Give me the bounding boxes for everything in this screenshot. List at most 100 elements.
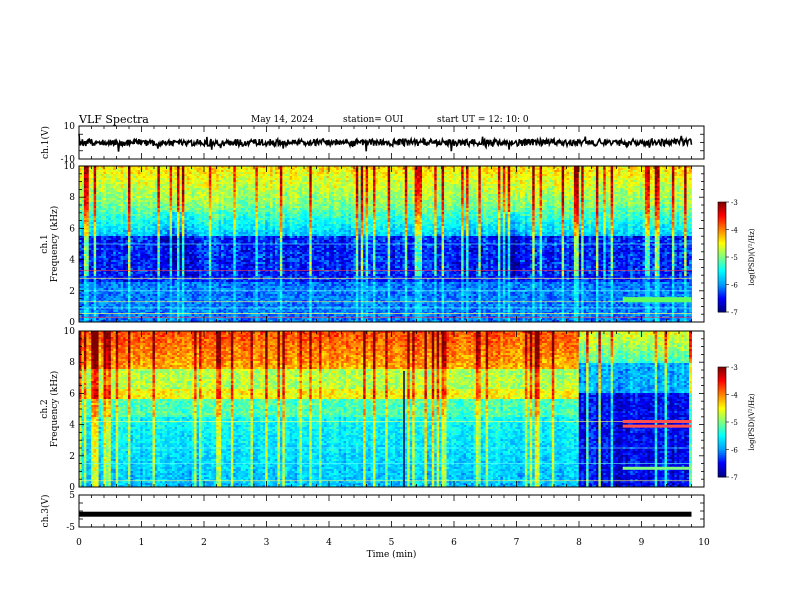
spectrogram-cell bbox=[137, 240, 141, 243]
spectrogram-cell bbox=[101, 226, 104, 229]
spectrogram-cell bbox=[123, 184, 126, 187]
spectrogram-cell bbox=[120, 176, 124, 179]
spectrogram-cell bbox=[105, 272, 109, 275]
spectrogram-cell bbox=[86, 276, 90, 279]
spectrogram-cell bbox=[118, 172, 122, 175]
spectrogram-cell bbox=[110, 200, 114, 203]
spectrogram-cell bbox=[79, 214, 82, 217]
spectrogram-cell bbox=[91, 320, 95, 323]
spectrogram-cell bbox=[125, 310, 129, 313]
spectrogram-cell bbox=[128, 282, 131, 285]
spectrogram-cell bbox=[93, 166, 97, 169]
spectrogram-cell bbox=[132, 290, 136, 293]
spectrogram-cell bbox=[83, 178, 87, 181]
spectrogram-cell bbox=[105, 302, 109, 305]
spectrogram-cell bbox=[115, 174, 119, 177]
spectrogram-cell bbox=[135, 308, 139, 311]
spectrogram-cell bbox=[105, 282, 109, 285]
spectrogram-cell bbox=[81, 250, 85, 253]
spectrogram-cell bbox=[79, 304, 82, 307]
spectrogram-cell bbox=[130, 278, 134, 281]
spectrogram-cell bbox=[86, 248, 90, 251]
spectrogram-cell bbox=[101, 168, 104, 171]
spectrogram-cell bbox=[135, 204, 139, 207]
spectrogram-cell bbox=[86, 300, 90, 303]
spectrogram-cell bbox=[101, 176, 104, 179]
spectrogram-cell bbox=[130, 214, 134, 217]
spectrogram-cell bbox=[88, 290, 92, 293]
spectrogram-cell bbox=[113, 308, 117, 311]
spectrogram-cell bbox=[118, 266, 122, 269]
spectrogram-cell bbox=[105, 188, 109, 191]
spectrogram-cell bbox=[96, 168, 99, 171]
spectrogram-cell bbox=[132, 196, 136, 199]
spectrogram-cell bbox=[130, 206, 134, 209]
spectrogram-cell bbox=[135, 234, 139, 237]
spectrogram-cell bbox=[98, 254, 102, 257]
spectrogram-cell bbox=[98, 194, 102, 197]
spectrogram-cell bbox=[123, 226, 126, 229]
spectrogram-cell bbox=[137, 258, 141, 261]
spectrogram-cell bbox=[96, 204, 99, 207]
spectrogram-cell bbox=[93, 298, 97, 301]
spectrogram-cell bbox=[137, 208, 141, 211]
spectrogram-cell bbox=[125, 238, 129, 241]
spectrogram-cell bbox=[115, 232, 119, 235]
spectrogram-cell bbox=[135, 194, 139, 197]
spectrogram-cell bbox=[101, 302, 104, 305]
spectrogram-cell bbox=[86, 264, 90, 267]
spectrogram-cell bbox=[120, 254, 124, 257]
spectrogram-cell bbox=[123, 224, 126, 227]
spectrogram-cell bbox=[88, 266, 92, 269]
spectrogram-cell bbox=[88, 250, 92, 253]
spectrogram-cell bbox=[132, 194, 136, 197]
spectrogram-cell bbox=[79, 174, 82, 177]
start-time-label: start UT = 12: 10: 0 bbox=[437, 115, 529, 125]
spectrogram-cell bbox=[88, 238, 92, 241]
spectrogram-cell bbox=[118, 296, 122, 299]
spectrogram-cell bbox=[125, 230, 129, 233]
spectrogram-cell bbox=[115, 220, 119, 223]
spectrogram-cell bbox=[118, 166, 122, 169]
spectrogram-cell bbox=[137, 234, 141, 237]
spectrogram-cell bbox=[88, 244, 92, 247]
spectrogram-cell bbox=[93, 192, 97, 195]
spectrogram-cell bbox=[105, 236, 109, 239]
spectrogram-cell bbox=[91, 238, 95, 241]
spectrogram-cell bbox=[93, 170, 97, 173]
spectrogram-cell bbox=[137, 270, 141, 273]
spectrogram-cell bbox=[93, 286, 97, 289]
spectrogram-cell bbox=[110, 170, 114, 173]
spectrogram-cell bbox=[79, 228, 82, 231]
spectrogram-cell bbox=[132, 168, 136, 171]
spectrogram-cell bbox=[123, 272, 126, 275]
spectrogram-cell bbox=[128, 208, 131, 211]
spectrogram-cell bbox=[83, 226, 87, 229]
spectrogram-cell bbox=[123, 176, 126, 179]
spectrogram-cell bbox=[96, 192, 99, 195]
spectrogram-cell bbox=[110, 280, 114, 283]
spectrogram-cell bbox=[132, 250, 136, 253]
spectrogram-cell bbox=[96, 304, 99, 307]
spectrogram-cell bbox=[86, 242, 90, 245]
spectrogram-cell bbox=[125, 268, 129, 271]
spectrogram-cell bbox=[123, 234, 126, 237]
spectrogram-cell bbox=[132, 186, 136, 189]
spectrogram-cell bbox=[103, 168, 107, 171]
spectrogram-cell bbox=[125, 228, 129, 231]
spectrogram-cell bbox=[123, 314, 126, 317]
spectrogram-cell bbox=[125, 234, 129, 237]
spectrogram-cell bbox=[120, 292, 124, 295]
spectrogram-cell bbox=[98, 296, 102, 299]
spectrogram-cell bbox=[79, 184, 82, 187]
spectrogram-cell bbox=[120, 208, 124, 211]
spectrogram-cell bbox=[96, 280, 99, 283]
spectrogram-cell bbox=[125, 178, 129, 181]
spectrogram-cell bbox=[120, 264, 124, 267]
spectrogram-cell bbox=[79, 236, 82, 239]
spectrogram-cell bbox=[91, 194, 95, 197]
spectrogram-cell bbox=[115, 168, 119, 171]
spectrogram-cell bbox=[115, 282, 119, 285]
spectrogram-cell bbox=[115, 290, 119, 293]
spectrogram-cell bbox=[120, 260, 124, 263]
